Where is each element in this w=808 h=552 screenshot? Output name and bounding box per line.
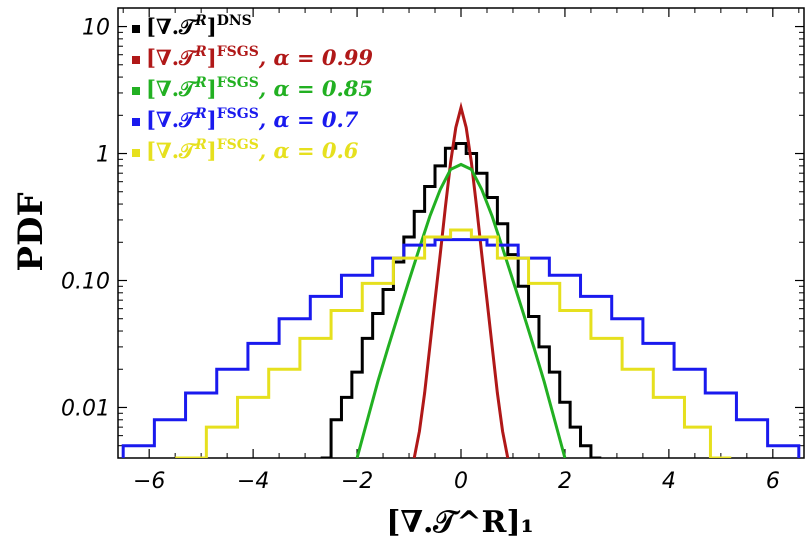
legend-label-sup: FSGS (217, 44, 259, 60)
y-tick-label: 1 (96, 143, 110, 168)
x-tick-label: −6 (133, 469, 165, 494)
legend-label-bracket: ] (207, 14, 217, 39)
legend-label-sup-r: R (194, 106, 207, 122)
y-tick-label: 0.01 (61, 396, 110, 421)
legend-label-bracket: ] (207, 76, 217, 101)
legend-label-suffix: , α = 0.85 (258, 76, 373, 101)
series-line-3 (121, 238, 801, 458)
series-layer (121, 101, 801, 458)
legend-label-base: [∇.𝒯 (146, 76, 198, 101)
legend: [∇.𝒯R]DNS[∇.𝒯R]FSGS, α = 0.99[∇.𝒯R]FSGS,… (132, 13, 373, 163)
legend-label-base: [∇.𝒯 (146, 107, 198, 132)
series-line-4 (175, 228, 732, 458)
series-line-0 (320, 141, 602, 458)
legend-label: [∇.𝒯R]FSGS, α = 0.7 (146, 106, 359, 132)
x-tick-label: 0 (454, 469, 468, 494)
x-tick-label: −4 (237, 469, 269, 494)
legend-label: [∇.𝒯R]FSGS, α = 0.85 (146, 75, 373, 101)
x-tick-label: 6 (766, 469, 780, 494)
legend-marker (132, 118, 140, 126)
legend-label-sup-r: R (194, 44, 207, 60)
legend-marker (132, 56, 140, 64)
y-axis-title: PDF (11, 192, 51, 271)
legend-label-suffix: , α = 0.7 (258, 107, 359, 132)
x-tick-label: −2 (341, 469, 373, 494)
legend-label-sup-r: R (194, 75, 207, 91)
legend-label-sup-r: R (194, 137, 207, 153)
legend-marker (132, 149, 140, 157)
legend-label: [∇.𝒯R]FSGS, α = 0.6 (146, 137, 359, 163)
y-tick-label: 0.10 (61, 269, 110, 294)
legend-marker (132, 87, 140, 95)
legend-label-base: [∇.𝒯 (146, 138, 198, 163)
legend-label-bracket: ] (207, 45, 217, 70)
x-tick-label: 2 (558, 469, 572, 494)
legend-label: [∇.𝒯R]FSGS, α = 0.99 (146, 44, 373, 70)
legend-label-base: [∇.𝒯 (146, 45, 198, 70)
legend-label-bracket: ] (207, 138, 217, 163)
legend-label-base: [∇.𝒯 (146, 14, 198, 39)
y-tick-label: 10 (82, 16, 110, 41)
x-axis-title: [∇.𝒯^R]₁ (386, 505, 534, 540)
legend-label-sup: FSGS (217, 75, 259, 91)
series-line-1 (412, 101, 510, 458)
series-line-2 (355, 162, 567, 458)
axis-ticks (118, 8, 804, 459)
legend-marker (132, 25, 140, 33)
legend-label-sup: FSGS (217, 137, 259, 153)
legend-label-sup: FSGS (217, 106, 259, 122)
x-tick-label: 4 (662, 469, 676, 494)
axis-tick-labels: −6 −4 −2 0 2 4 6 0.01 0.10 1 10 (61, 16, 780, 494)
legend-label-suffix: , α = 0.99 (258, 45, 374, 70)
legend-label-suffix: , α = 0.6 (258, 138, 359, 163)
legend-label-sup-r: R (194, 13, 207, 29)
legend-label: [∇.𝒯R]DNS (146, 13, 252, 39)
legend-label-bracket: ] (207, 107, 217, 132)
legend-label-sup: DNS (217, 13, 252, 29)
